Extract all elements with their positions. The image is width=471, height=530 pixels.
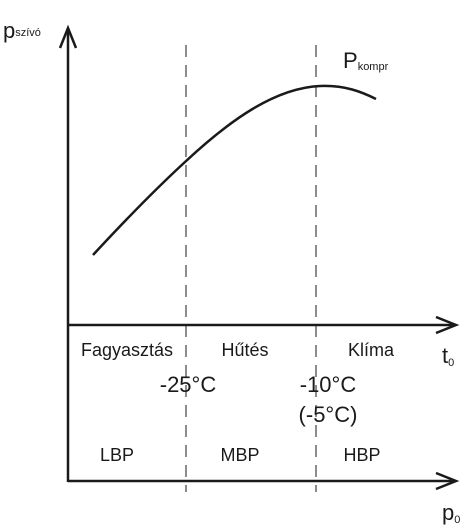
pressure-class: MBP — [220, 445, 259, 465]
pressure-class: HBP — [343, 445, 380, 465]
arrow-head — [435, 315, 460, 335]
compressor-curve — [92, 84, 377, 256]
vertical-axis-label: pszívó — [3, 18, 41, 43]
pressure-class: LBP — [100, 445, 134, 465]
zone-label: Hűtés — [221, 340, 268, 360]
boundary-temperature-alt: (-5°C) — [299, 402, 358, 427]
arrow-head — [58, 24, 78, 49]
boundary-temperature: -10°C — [300, 372, 357, 397]
pressure-axis-label: p0 — [442, 500, 460, 526]
boundary-temperature: -25°C — [160, 372, 217, 397]
label-sub: 0 — [448, 357, 454, 369]
label-main: p — [3, 18, 15, 43]
label-main: P — [343, 48, 358, 73]
label-sub: kompr — [358, 61, 389, 73]
label-sub: szívó — [15, 27, 41, 39]
temperature-axis-label: t0 — [442, 343, 454, 369]
label-main: t — [442, 343, 448, 368]
zone-label: Fagyasztás — [81, 340, 173, 360]
curve-label: Pkompr — [343, 48, 389, 73]
label-sub: 0 — [454, 514, 460, 526]
label-main: p — [442, 500, 454, 525]
zone-label: Klíma — [348, 340, 395, 360]
arrow-head — [435, 471, 460, 491]
